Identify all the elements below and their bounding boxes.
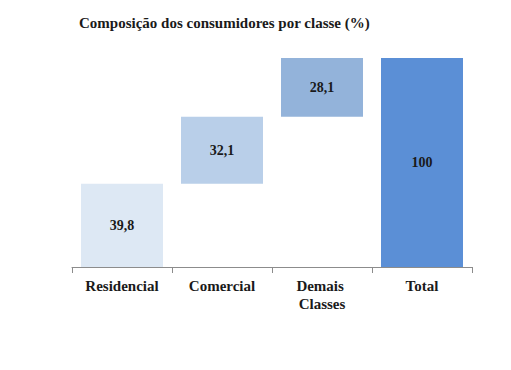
svg-text:32,1: 32,1 <box>210 143 235 158</box>
svg-text:100: 100 <box>412 155 433 170</box>
svg-text:Classes: Classes <box>299 296 346 312</box>
svg-text:Demais: Demais <box>296 278 347 294</box>
svg-text:Comercial: Comercial <box>189 278 255 294</box>
svg-text:Composição dos consumidores po: Composição dos consumidores por classe (… <box>79 15 370 32</box>
svg-text:28,1: 28,1 <box>310 80 335 95</box>
svg-text:Total: Total <box>406 278 439 294</box>
svg-text:39,8: 39,8 <box>110 218 135 233</box>
svg-text:Residencial: Residencial <box>85 278 158 294</box>
